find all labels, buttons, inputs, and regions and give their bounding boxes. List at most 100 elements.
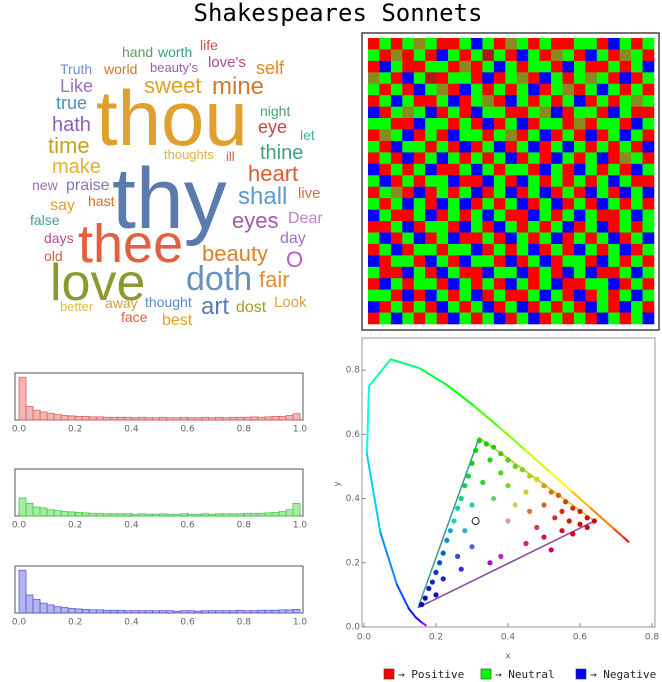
heatmap-cell (436, 289, 449, 302)
heatmap-cell (482, 289, 495, 302)
point (462, 483, 468, 489)
heatmap-cell (619, 289, 632, 302)
point (577, 521, 583, 527)
word: face (121, 309, 148, 325)
locus-segment (547, 469, 573, 492)
heatmap-cell (470, 255, 483, 268)
heatmap-cell (562, 186, 575, 199)
hist-bar (152, 513, 160, 517)
heatmap-cell (573, 72, 586, 85)
heatmap-cell (516, 301, 529, 313)
hist-bar (74, 512, 83, 517)
heatmap-cell (619, 60, 632, 73)
heatmap-cell (436, 221, 449, 233)
heatmap-cell (539, 106, 552, 119)
heatmap-cell (539, 163, 552, 176)
heatmap-cell (482, 140, 495, 153)
hist-bar (60, 607, 69, 614)
point (469, 544, 475, 550)
hist-bar (285, 609, 294, 614)
hist-bar (159, 513, 167, 517)
x-tick-label: 1.0 (293, 618, 308, 628)
heatmap-cell (413, 118, 426, 130)
heatmap-cell (448, 278, 460, 290)
word: thought (145, 294, 192, 310)
locus-segment (368, 358, 392, 388)
hist-frame (14, 565, 304, 614)
heatmap-cell (608, 129, 620, 142)
heatmap-cell (539, 118, 552, 130)
heatmap-cell (516, 163, 529, 176)
heatmap-cell (585, 312, 598, 325)
hist-bar (102, 609, 111, 614)
heatmap-cell (562, 243, 575, 256)
heatmap-cell (425, 232, 437, 245)
heatmap-cell (379, 49, 392, 62)
hist-bar (208, 417, 217, 421)
hist-bar (236, 513, 245, 517)
heatmap-cell (379, 312, 392, 325)
heatmap-cell (516, 106, 529, 119)
heatmap-cell (539, 209, 552, 222)
heatmap-cell (390, 266, 403, 279)
heatmap-cell (368, 255, 380, 268)
word: love (50, 254, 145, 312)
heatmap-cell (551, 175, 563, 188)
legend-label: → Negative (590, 668, 656, 681)
heatmap-cell (539, 198, 552, 210)
heatmap-cell (470, 232, 483, 245)
hist-bar (215, 416, 224, 421)
heatmap-cell (619, 232, 632, 245)
heatmap-cell (368, 186, 380, 199)
heatmap-cell (379, 278, 392, 290)
heatmap-cell (516, 49, 529, 62)
heatmap-cell (505, 186, 518, 199)
hist-bar (123, 513, 132, 517)
heatmap-cell (596, 278, 609, 290)
heatmap-cell (619, 38, 632, 50)
heatmap-cell (551, 209, 563, 222)
point (458, 566, 464, 572)
heatmap-cell (459, 221, 472, 233)
heatmap-cell (448, 72, 460, 85)
heatmap-cell (642, 49, 655, 62)
heatmap-cell (448, 209, 460, 222)
hist-bar (278, 609, 287, 614)
hist-bar (264, 416, 273, 421)
hist-bar (25, 502, 34, 517)
heatmap-cell (459, 209, 472, 222)
legend-swatch (383, 668, 395, 680)
heatmap-cell (379, 255, 392, 268)
heatmap-cell (459, 38, 472, 50)
heatmap-cell (482, 255, 495, 268)
heatmap-cell (436, 209, 449, 222)
point (451, 518, 457, 524)
locus-segment (497, 425, 525, 450)
heatmap-cell (516, 152, 529, 165)
heatmap-cell (642, 289, 655, 302)
heatmap-cell (436, 186, 449, 199)
heatmap-cell (608, 106, 620, 119)
hist-bar (201, 513, 210, 517)
hist-bar (187, 513, 196, 517)
heatmap-cell (505, 118, 518, 130)
heatmap-cell (631, 209, 643, 222)
heatmap-cell (516, 83, 529, 96)
heatmap-cell (368, 301, 380, 313)
heatmap-cell (596, 49, 609, 62)
heatmap-cell (390, 209, 403, 222)
heatmap-cell (608, 175, 620, 188)
hist-bar (271, 512, 280, 517)
heatmap-cell (585, 83, 598, 96)
locus-segment (471, 403, 500, 428)
heatmap-cell (436, 140, 449, 153)
heatmap-cell (436, 301, 449, 313)
heatmap-cell (631, 95, 643, 107)
heatmap-cell (573, 106, 586, 119)
heatmap-cell (505, 198, 518, 210)
word: away (105, 295, 138, 311)
x-tick-label: 0.0 (12, 521, 27, 531)
heatmap-cell (413, 186, 426, 199)
heatmap-cell (631, 140, 643, 153)
legend-label: → Positive (398, 668, 464, 681)
